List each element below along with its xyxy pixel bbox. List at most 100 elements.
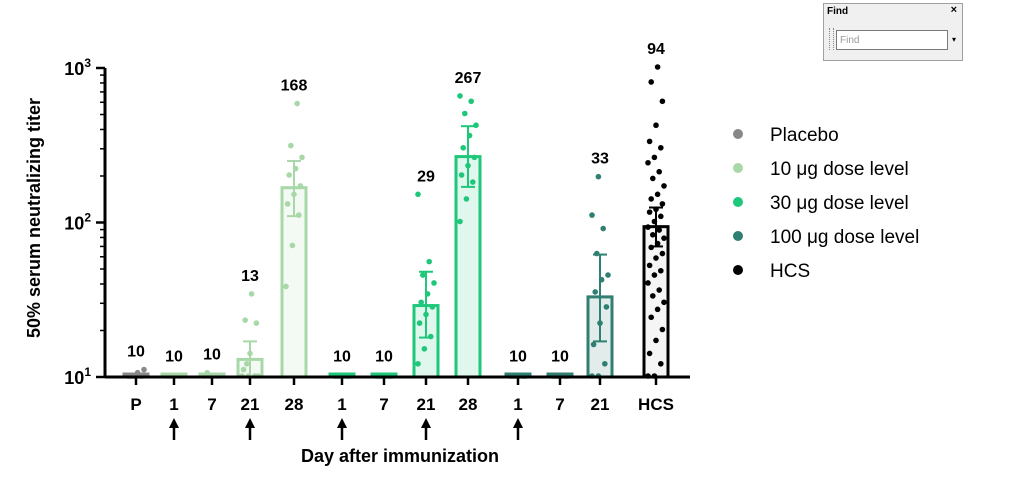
data-point	[650, 293, 656, 299]
legend-label: HCS	[770, 261, 810, 282]
legend-label: 10 μg dose level	[770, 159, 909, 180]
data-point	[654, 191, 661, 198]
data-point	[415, 360, 421, 367]
data-point	[242, 317, 248, 323]
data-point	[645, 224, 651, 230]
legend-marker	[733, 231, 743, 241]
data-point	[658, 213, 664, 220]
data-point	[658, 267, 664, 274]
data-point	[645, 280, 651, 286]
data-point	[589, 212, 595, 218]
grip-handle-icon[interactable]	[829, 28, 834, 50]
data-point	[141, 366, 147, 373]
x-tick-label: P	[130, 395, 141, 414]
y-tick-label: 103	[64, 56, 91, 79]
data-point	[418, 299, 425, 306]
legend-label: 30 μg dose level	[770, 193, 909, 214]
data-point	[299, 154, 305, 161]
data-point	[416, 320, 423, 326]
data-label: 29	[417, 168, 435, 185]
legend-marker	[733, 129, 743, 139]
data-point	[646, 209, 653, 215]
data-point	[658, 360, 664, 367]
x-tick-label: 1	[169, 395, 178, 414]
arrow-up-icon	[421, 418, 431, 428]
data-point	[294, 100, 301, 107]
data-point	[470, 179, 476, 185]
data-label: 33	[591, 151, 609, 168]
data-point	[651, 272, 658, 278]
data-point	[654, 306, 661, 313]
data-point	[415, 191, 421, 198]
arrow-up-icon	[169, 418, 179, 428]
data-point	[288, 142, 294, 149]
x-axis-title: Day after immunization	[301, 446, 499, 466]
arrow-up-icon	[245, 418, 255, 428]
data-label: 10	[165, 349, 183, 366]
data-point	[651, 154, 658, 161]
data-point	[659, 98, 666, 105]
data-point	[600, 225, 606, 232]
data-point	[653, 255, 659, 261]
x-tick-label: 1	[337, 395, 346, 414]
close-icon[interactable]: ×	[950, 4, 957, 16]
data-point	[661, 235, 667, 241]
bar	[454, 155, 482, 379]
data-label: 267	[455, 70, 482, 87]
data-point	[244, 360, 250, 367]
arrow-up-icon	[337, 418, 347, 428]
data-point	[471, 154, 478, 161]
x-tick-label: 7	[207, 395, 216, 414]
data-point	[286, 172, 293, 178]
data-point	[656, 287, 662, 293]
chevron-down-icon[interactable]: ▾	[951, 35, 956, 44]
data-point	[646, 262, 653, 269]
data-point	[421, 345, 428, 352]
data-point	[654, 64, 661, 70]
data-point	[248, 291, 255, 297]
data-point	[659, 250, 666, 257]
arrow-up-icon	[513, 418, 523, 428]
data-point	[592, 289, 598, 295]
data-point	[661, 299, 667, 306]
data-point	[240, 366, 247, 373]
legend-label: 100 μg dose level	[770, 227, 919, 248]
data-point	[661, 183, 667, 189]
data-point	[590, 341, 597, 348]
data-label: 168	[281, 78, 308, 95]
data-point	[650, 175, 656, 182]
data-point	[462, 110, 468, 117]
y-axis-title: 50% serum neutralizing titer	[24, 98, 44, 338]
x-tick-label: 28	[285, 395, 304, 414]
data-point	[650, 232, 656, 238]
legend-label: Placebo	[770, 125, 839, 146]
find-input[interactable]	[836, 30, 948, 50]
find-panel-title: Find	[827, 6, 849, 17]
data-point	[653, 122, 659, 129]
data-point	[659, 326, 666, 333]
data-point	[426, 258, 433, 265]
data-point	[431, 280, 437, 286]
x-tick-label: 21	[241, 395, 260, 414]
data-point	[253, 320, 260, 326]
data-point	[458, 172, 465, 178]
x-tick-label: 1	[513, 395, 522, 414]
data-point	[648, 79, 654, 85]
data-label: 10	[551, 349, 569, 366]
data-label: 10	[127, 344, 145, 361]
data-point	[605, 272, 611, 278]
data-point	[468, 98, 475, 105]
data-label: 10	[333, 349, 351, 366]
data-label: 10	[509, 349, 527, 366]
x-tick-label: 21	[591, 395, 610, 414]
data-point	[646, 350, 653, 357]
find-panel: Find × ▾	[823, 3, 963, 61]
bar	[280, 186, 308, 379]
x-tick-label: 7	[379, 395, 388, 414]
legend-marker	[733, 163, 743, 173]
data-point	[648, 314, 654, 321]
data-point	[653, 337, 659, 344]
data-point	[297, 183, 304, 189]
data-point	[460, 144, 467, 151]
